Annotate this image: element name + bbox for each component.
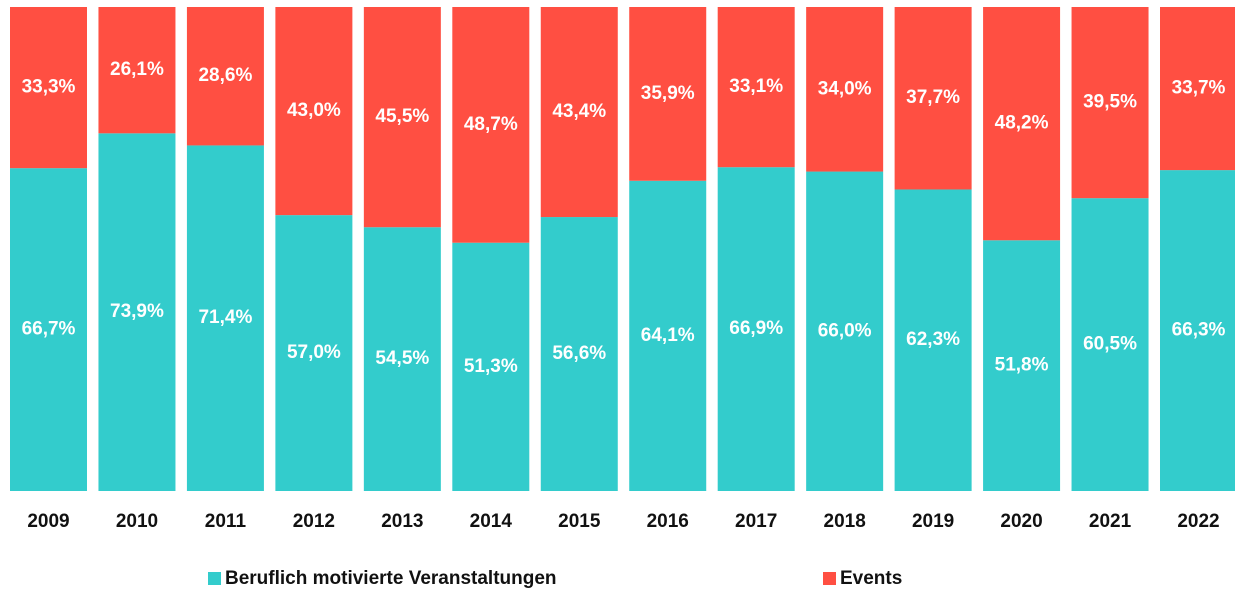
bar-segment: [98, 7, 176, 134]
x-tick-label: 2010: [116, 511, 158, 532]
bar-segment: [894, 7, 972, 190]
value-label: 43,4%: [552, 101, 606, 122]
x-tick-label: 2014: [470, 511, 513, 532]
value-label: 54,5%: [375, 348, 429, 369]
value-label: 66,9%: [729, 318, 783, 339]
x-tick-label: 2015: [558, 511, 601, 532]
value-label: 66,3%: [1172, 320, 1226, 341]
bar-segment: [983, 240, 1061, 491]
x-tick-label: 2011: [205, 511, 247, 532]
legend-swatch: [208, 572, 221, 585]
bar-segment: [806, 171, 884, 491]
value-label: 62,3%: [906, 329, 960, 350]
bar-segment: [363, 7, 441, 228]
x-tick-label: 2009: [27, 511, 69, 532]
value-label: 73,9%: [110, 301, 164, 322]
bar-segment: [10, 168, 87, 491]
bar-segment: [1160, 7, 1235, 171]
value-label: 60,5%: [1083, 334, 1137, 355]
value-label: 51,8%: [995, 355, 1049, 376]
x-tick-label: 2020: [1000, 511, 1042, 532]
x-tick-label: 2018: [824, 511, 866, 532]
x-tick-label: 2017: [735, 511, 777, 532]
x-tick-label: 2016: [647, 511, 689, 532]
legend-label: Events: [840, 568, 902, 589]
value-label: 34,0%: [818, 78, 872, 99]
bar-segment: [717, 7, 795, 168]
legend-label: Beruflich motivierte Veranstaltungen: [225, 568, 557, 589]
bar-segment: [1071, 198, 1149, 491]
legend-swatch: [823, 572, 836, 585]
value-label: 66,0%: [818, 320, 872, 341]
value-label: 37,7%: [906, 87, 960, 108]
value-label: 43,0%: [287, 100, 341, 121]
bar-segment: [540, 217, 618, 491]
x-tick-label: 2013: [381, 511, 423, 532]
value-label: 45,5%: [375, 106, 429, 127]
bar-segment: [629, 180, 707, 492]
value-label: 33,3%: [22, 77, 76, 98]
value-label: 35,9%: [641, 83, 695, 104]
bar-segment: [806, 7, 884, 172]
bar-segment: [363, 227, 441, 491]
value-label: 39,5%: [1083, 92, 1137, 113]
bar-segment: [275, 215, 353, 491]
value-label: 33,1%: [729, 76, 783, 97]
x-tick-label: 2022: [1177, 511, 1219, 532]
bar-segment: [1071, 7, 1149, 199]
value-label: 66,7%: [22, 319, 76, 340]
bar-segment: [983, 7, 1061, 241]
bar-segment: [894, 189, 972, 491]
bar-segment: [452, 7, 530, 243]
x-tick-label: 2019: [912, 511, 954, 532]
bar-segment: [186, 145, 264, 491]
bar-segment: [540, 7, 618, 218]
bar-segment: [1160, 170, 1235, 491]
x-tick-label: 2021: [1089, 511, 1132, 532]
bar-segment: [186, 7, 264, 146]
value-label: 57,0%: [287, 342, 341, 363]
value-label: 48,2%: [995, 113, 1049, 134]
value-label: 48,7%: [464, 114, 518, 135]
bar-segment: [629, 7, 707, 181]
bar-segment: [98, 133, 176, 491]
value-label: 64,1%: [641, 325, 695, 346]
value-label: 28,6%: [198, 65, 252, 86]
bar-segment: [275, 7, 353, 216]
value-label: 26,1%: [110, 59, 164, 80]
value-label: 56,6%: [552, 343, 606, 364]
bar-segment: [717, 167, 795, 492]
bar-segment: [452, 242, 530, 491]
value-label: 33,7%: [1172, 78, 1226, 99]
bar-segment: [10, 7, 87, 169]
value-label: 51,3%: [464, 356, 518, 377]
x-tick-label: 2012: [293, 511, 335, 532]
value-label: 71,4%: [198, 307, 252, 328]
